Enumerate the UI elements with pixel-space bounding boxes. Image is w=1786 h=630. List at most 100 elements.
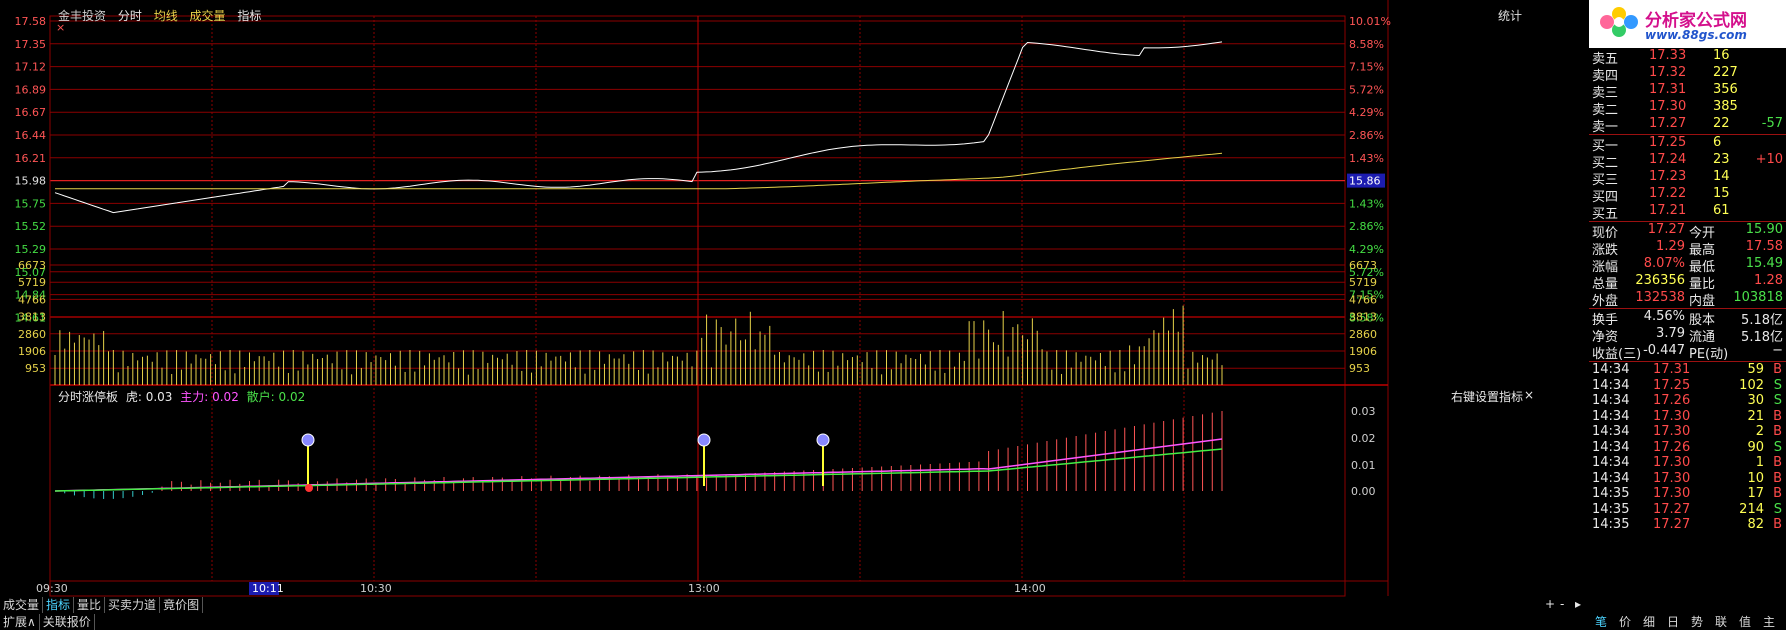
bid-row: 买二 17.24 23 +10 — [1589, 152, 1786, 171]
price-tick-label: 15.75 — [15, 197, 47, 210]
side-tab[interactable]: 联 — [1714, 615, 1727, 629]
tick-volume: 21 — [1747, 408, 1764, 424]
stat-value: 8.07% — [1643, 256, 1685, 271]
bid-volume: 6 — [1713, 135, 1722, 150]
tick-side: B — [1773, 424, 1782, 439]
stat-label: 今开 — [1689, 226, 1716, 241]
tick-price: 17.30 — [1653, 470, 1691, 486]
ask-label: 卖四 — [1592, 69, 1619, 84]
zoom-in-button[interactable]: + — [1545, 597, 1556, 611]
stat-label: 内盘 — [1689, 294, 1716, 309]
ask-volume: 356 — [1713, 82, 1738, 97]
time-tick-label: 13:00 — [688, 582, 720, 595]
tick-side: B — [1773, 486, 1782, 501]
tick-side: B — [1773, 408, 1782, 424]
tick-row: 14:34 17.30 10 B — [1589, 471, 1786, 489]
tab-indicator[interactable]: 指标 — [237, 9, 262, 23]
price-pct-label: 1.43% — [1349, 197, 1384, 210]
tab-volume-ratio[interactable]: 量比 — [74, 597, 106, 613]
indicator-settings-hint[interactable]: 右键设置指标 — [1451, 390, 1524, 404]
logo-url: www.88gs.com — [1645, 28, 1747, 42]
bottom-tabs-second: 扩展∧ 关联报价 — [0, 614, 95, 630]
scroll-right-button[interactable]: ▸ — [1575, 597, 1582, 611]
side-tab[interactable]: 日 — [1666, 615, 1679, 629]
indicator-value-retail: 散户: 0.02 — [246, 390, 306, 404]
tick-price: 17.27 — [1653, 517, 1691, 532]
ask-row: 卖一 17.27 22 -57 — [1589, 116, 1786, 135]
bid-row: 买四 17.22 15 — [1589, 186, 1786, 205]
tab-indicator-bottom[interactable]: 指标 — [43, 597, 75, 613]
tab-auction-chart[interactable]: 竟价图 — [160, 597, 204, 613]
volume-tick-label: 4766 — [18, 293, 46, 306]
side-tab[interactable]: 势 — [1690, 615, 1703, 629]
price-pct-label: 7.15% — [1349, 61, 1384, 74]
fundamental-value: 4.56% — [1643, 309, 1685, 324]
tick-price: 17.30 — [1653, 408, 1691, 424]
time-tick-label: 09:30 — [36, 582, 68, 595]
tab-timeshare[interactable]: 分时 — [117, 9, 142, 23]
stats-button[interactable]: 统计 — [1498, 9, 1523, 23]
tick-row: 14:34 17.25 102 S — [1589, 378, 1786, 396]
ask-volume: 16 — [1713, 48, 1730, 63]
volume-tick-label-right: 6673 — [1349, 259, 1377, 272]
bid-volume: 15 — [1713, 186, 1730, 201]
volume-tick-label: 2860 — [18, 328, 46, 341]
price-pct-label: 7.15% — [1349, 289, 1384, 302]
side-tab[interactable]: 价 — [1618, 615, 1631, 629]
tab-avg-line[interactable]: 均线 — [153, 9, 178, 23]
stat-value: 15.49 — [1745, 256, 1783, 271]
price-tick-label: 15.52 — [15, 220, 47, 233]
tick-side: S — [1773, 501, 1782, 517]
side-tab[interactable]: 笔 — [1594, 615, 1607, 629]
expand-button[interactable]: 扩展∧ — [0, 614, 40, 630]
indicator-tick-label: 0.01 — [1351, 459, 1376, 472]
ask-volume: 227 — [1713, 65, 1738, 80]
tab-volume[interactable]: 成交量 — [189, 9, 226, 23]
tab-volume-bottom[interactable]: 成交量 — [0, 597, 44, 613]
bid-price: 17.23 — [1649, 169, 1687, 184]
bid-label: 买三 — [1592, 173, 1619, 188]
ask-price: 17.30 — [1649, 99, 1687, 114]
side-tab[interactable]: 细 — [1642, 615, 1655, 629]
tick-volume: 214 — [1739, 501, 1764, 517]
signal-badge-icon — [816, 433, 830, 447]
bid-row: 买三 17.23 14 — [1589, 169, 1786, 188]
fundamental-label: 收益(三) — [1592, 347, 1642, 362]
ask-row: 卖三 17.31 356 — [1589, 82, 1786, 101]
related-quote-button[interactable]: 关联报价 — [40, 614, 95, 630]
fundamental-row: 收益(三) -0.447 PE(动) − — [1589, 343, 1786, 362]
indicator-tick-label: 0.03 — [1351, 405, 1376, 418]
tick-row: 14:34 17.30 21 B — [1589, 409, 1786, 427]
indicator-tick-label: 0.02 — [1351, 432, 1376, 445]
tab-buy-sell-power[interactable]: 买卖力道 — [105, 597, 161, 613]
divider — [1589, 221, 1786, 222]
volume-tick-label: 953 — [25, 362, 46, 375]
ask-label: 卖五 — [1592, 52, 1619, 67]
zoom-out-button[interactable]: - — [1560, 597, 1565, 611]
quote-panel: 卖五 17.33 16 卖四 17.32 227 卖三 17.31 356 卖二 17.30 385 卖… — [1589, 48, 1786, 615]
tick-side: B — [1773, 362, 1782, 377]
stat-value: 132538 — [1635, 290, 1685, 305]
side-tab[interactable]: 值 — [1738, 615, 1751, 629]
indicator-close-button[interactable]: × — [1524, 388, 1535, 402]
stat-value: 1.29 — [1656, 239, 1685, 254]
chart-header: 金丰投资 分时 均线 成交量 指标 — [58, 7, 269, 24]
tick-row: 14:35 17.30 17 B — [1589, 486, 1786, 504]
fundamental-value: -0.447 — [1643, 343, 1685, 358]
stat-value: 103818 — [1733, 290, 1783, 305]
cursor-time-label: 10:11 — [252, 582, 284, 595]
ask-volume: 22 — [1713, 116, 1730, 131]
indicator-value-main: 主力: 0.02 — [180, 390, 239, 404]
price-line — [54, 41, 1223, 214]
price-tick-label: 17.35 — [15, 38, 47, 51]
ask-volume: 385 — [1713, 99, 1738, 114]
divider — [1589, 134, 1786, 135]
tick-volume: 90 — [1747, 439, 1764, 455]
side-tab[interactable]: 主 — [1762, 615, 1775, 629]
volume-tick-label: 1906 — [18, 345, 46, 358]
stat-label: 涨幅 — [1592, 260, 1619, 275]
tick-volume: 1 — [1755, 455, 1764, 470]
bid-change: +10 — [1755, 152, 1783, 167]
tick-row: 14:34 17.30 1 B — [1589, 455, 1786, 473]
